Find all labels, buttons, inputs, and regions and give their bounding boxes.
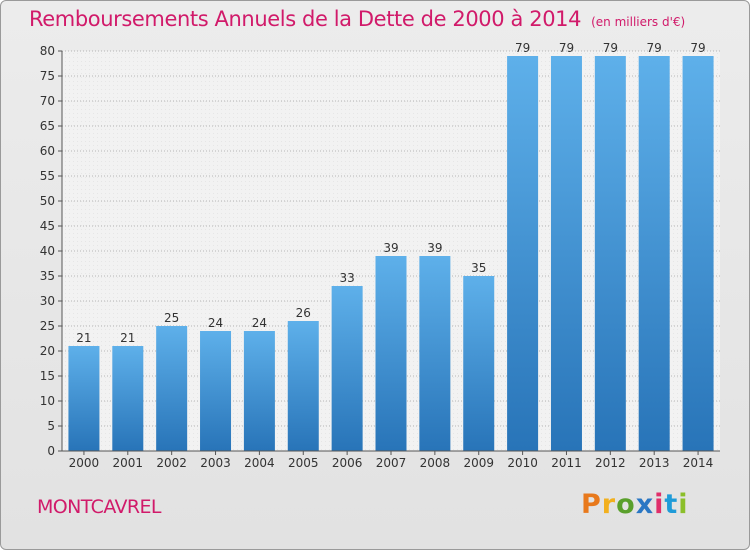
bar-2002[interactable] xyxy=(156,326,188,451)
x-tick-label-2005: 2005 xyxy=(288,456,319,470)
x-tick-label-2013: 2013 xyxy=(639,456,670,470)
bar-2000[interactable] xyxy=(68,346,100,451)
bar-2013[interactable] xyxy=(638,56,670,451)
logo-letter: P xyxy=(581,489,602,520)
x-tick-label-2002: 2002 xyxy=(156,456,187,470)
bar-2007[interactable] xyxy=(375,256,407,451)
data-label-2002: 25 xyxy=(164,311,179,325)
bar-2003[interactable] xyxy=(200,331,232,451)
y-tick-label-80: 80 xyxy=(40,44,55,58)
chart-title: Remboursements Annuels de la Dette de 20… xyxy=(29,7,685,31)
data-label-2010: 79 xyxy=(515,41,530,55)
logo-letter: i xyxy=(654,489,665,520)
bar-2010[interactable] xyxy=(507,56,539,451)
data-label-2012: 79 xyxy=(603,41,618,55)
data-label-2013: 79 xyxy=(647,41,662,55)
x-tick-label-2003: 2003 xyxy=(200,456,231,470)
y-tick-label-60: 60 xyxy=(40,144,55,158)
y-tick-label-10: 10 xyxy=(40,394,55,408)
y-tick-label-5: 5 xyxy=(47,419,55,433)
logo-letter: i xyxy=(678,489,689,520)
bar-2012[interactable] xyxy=(594,56,626,451)
y-tick-label-50: 50 xyxy=(40,194,55,208)
y-tick-label-15: 15 xyxy=(40,369,55,383)
y-tick-label-20: 20 xyxy=(40,344,55,358)
logo-letter: o xyxy=(616,489,636,520)
data-label-2005: 26 xyxy=(296,306,311,320)
bar-2004[interactable] xyxy=(243,331,275,451)
y-tick-label-35: 35 xyxy=(40,269,55,283)
labels: 0 5 10 15 20 25 30 35 40 45 50 55 60 65 70 75 80 21 2000 21… xyxy=(40,41,714,470)
x-tick-label-2006: 2006 xyxy=(332,456,363,470)
bar-2001[interactable] xyxy=(112,346,144,451)
bar-series xyxy=(68,56,714,451)
x-tick-label-2001: 2001 xyxy=(113,456,144,470)
y-tick-label-65: 65 xyxy=(40,119,55,133)
data-label-2000: 21 xyxy=(76,331,91,345)
bar-2009[interactable] xyxy=(463,276,495,451)
bar-2011[interactable] xyxy=(550,56,582,451)
y-tick-label-40: 40 xyxy=(40,244,55,258)
proxiti-logo[interactable]: Proxiti xyxy=(581,489,689,520)
y-tick-label-25: 25 xyxy=(40,319,55,333)
chart-unit-label: (en milliers d'€) xyxy=(591,15,686,29)
bar-2005[interactable] xyxy=(287,321,319,451)
x-tick-label-2012: 2012 xyxy=(595,456,626,470)
data-label-2006: 33 xyxy=(339,271,354,285)
y-tick-label-30: 30 xyxy=(40,294,55,308)
y-tick-label-75: 75 xyxy=(40,69,55,83)
logo-letter: x xyxy=(635,489,655,520)
x-tick-label-2004: 2004 xyxy=(244,456,275,470)
axes xyxy=(58,50,720,455)
y-tick-label-70: 70 xyxy=(40,94,55,108)
data-label-2001: 21 xyxy=(120,331,135,345)
bar-2014[interactable] xyxy=(682,56,714,451)
bar-2006[interactable] xyxy=(331,286,363,451)
data-label-2004: 24 xyxy=(252,316,267,330)
y-tick-label-55: 55 xyxy=(40,169,55,183)
x-tick-label-2008: 2008 xyxy=(420,456,451,470)
bar-2008[interactable] xyxy=(419,256,451,451)
data-label-2003: 24 xyxy=(208,316,223,330)
data-label-2011: 79 xyxy=(559,41,574,55)
y-tick-label-45: 45 xyxy=(40,219,55,233)
x-tick-label-2014: 2014 xyxy=(683,456,714,470)
logo-letter: t xyxy=(664,489,679,520)
x-tick-label-2007: 2007 xyxy=(376,456,407,470)
data-label-2014: 79 xyxy=(690,41,705,55)
data-label-2008: 39 xyxy=(427,241,442,255)
logo-letter: r xyxy=(601,489,617,520)
x-tick-label-2010: 2010 xyxy=(507,456,538,470)
x-tick-label-2011: 2011 xyxy=(551,456,582,470)
y-tick-label-0: 0 xyxy=(47,444,55,458)
x-tick-label-2000: 2000 xyxy=(69,456,100,470)
data-label-2009: 35 xyxy=(471,261,486,275)
commune-name: MONTCAVREL xyxy=(37,496,162,518)
data-label-2007: 39 xyxy=(383,241,398,255)
x-tick-label-2009: 2009 xyxy=(463,456,494,470)
chart-title-text: Remboursements Annuels de la Dette de 20… xyxy=(29,7,582,31)
